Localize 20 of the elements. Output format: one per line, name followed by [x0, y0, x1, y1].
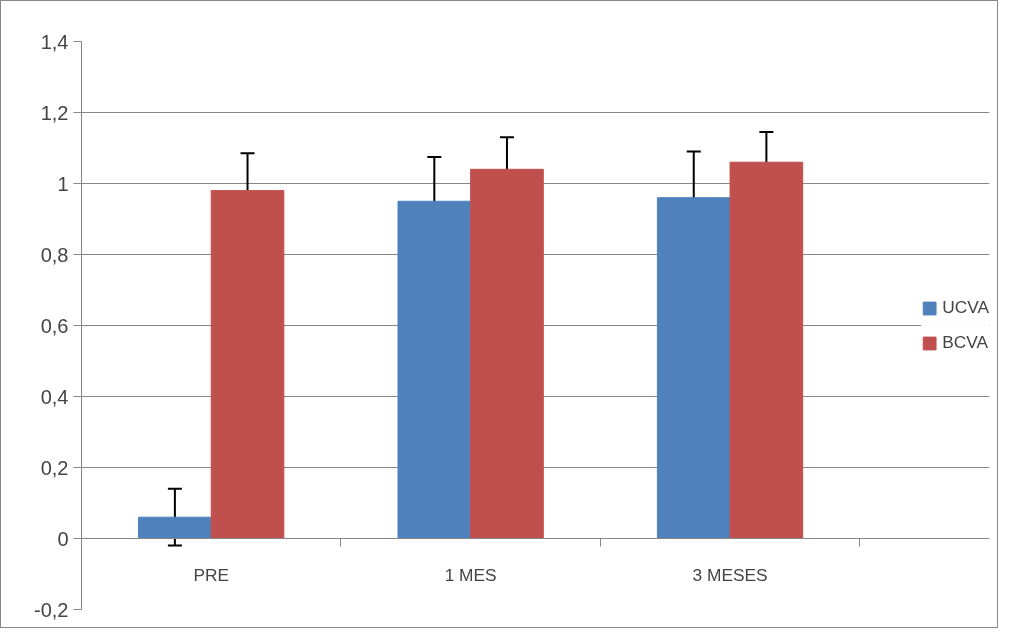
x-tick-label: PRE: [193, 564, 230, 585]
x-tick-label: 1 MES: [444, 564, 497, 585]
y-tick-label: 0: [57, 527, 69, 550]
legend-label: UCVA: [942, 297, 989, 318]
bar: [729, 161, 804, 539]
y-tick-label: 1,4: [40, 30, 69, 53]
bar: [470, 168, 544, 539]
y-tick-label: 1: [57, 172, 69, 195]
bar: [138, 516, 212, 539]
y-tick-label: 0,2: [40, 456, 69, 479]
y-tick-label: 0,6: [40, 314, 69, 337]
bar: [210, 190, 285, 539]
x-tick-label: 3 MESES: [692, 564, 768, 585]
y-tick-label: 0,8: [40, 243, 69, 266]
y-tick-label: -0,2: [34, 598, 69, 621]
bar: [397, 200, 472, 539]
bar: [656, 197, 731, 539]
y-tick-label: 0,4: [40, 385, 69, 408]
legend-label: BCVA: [942, 332, 989, 353]
y-tick-label: 1,2: [40, 101, 69, 124]
